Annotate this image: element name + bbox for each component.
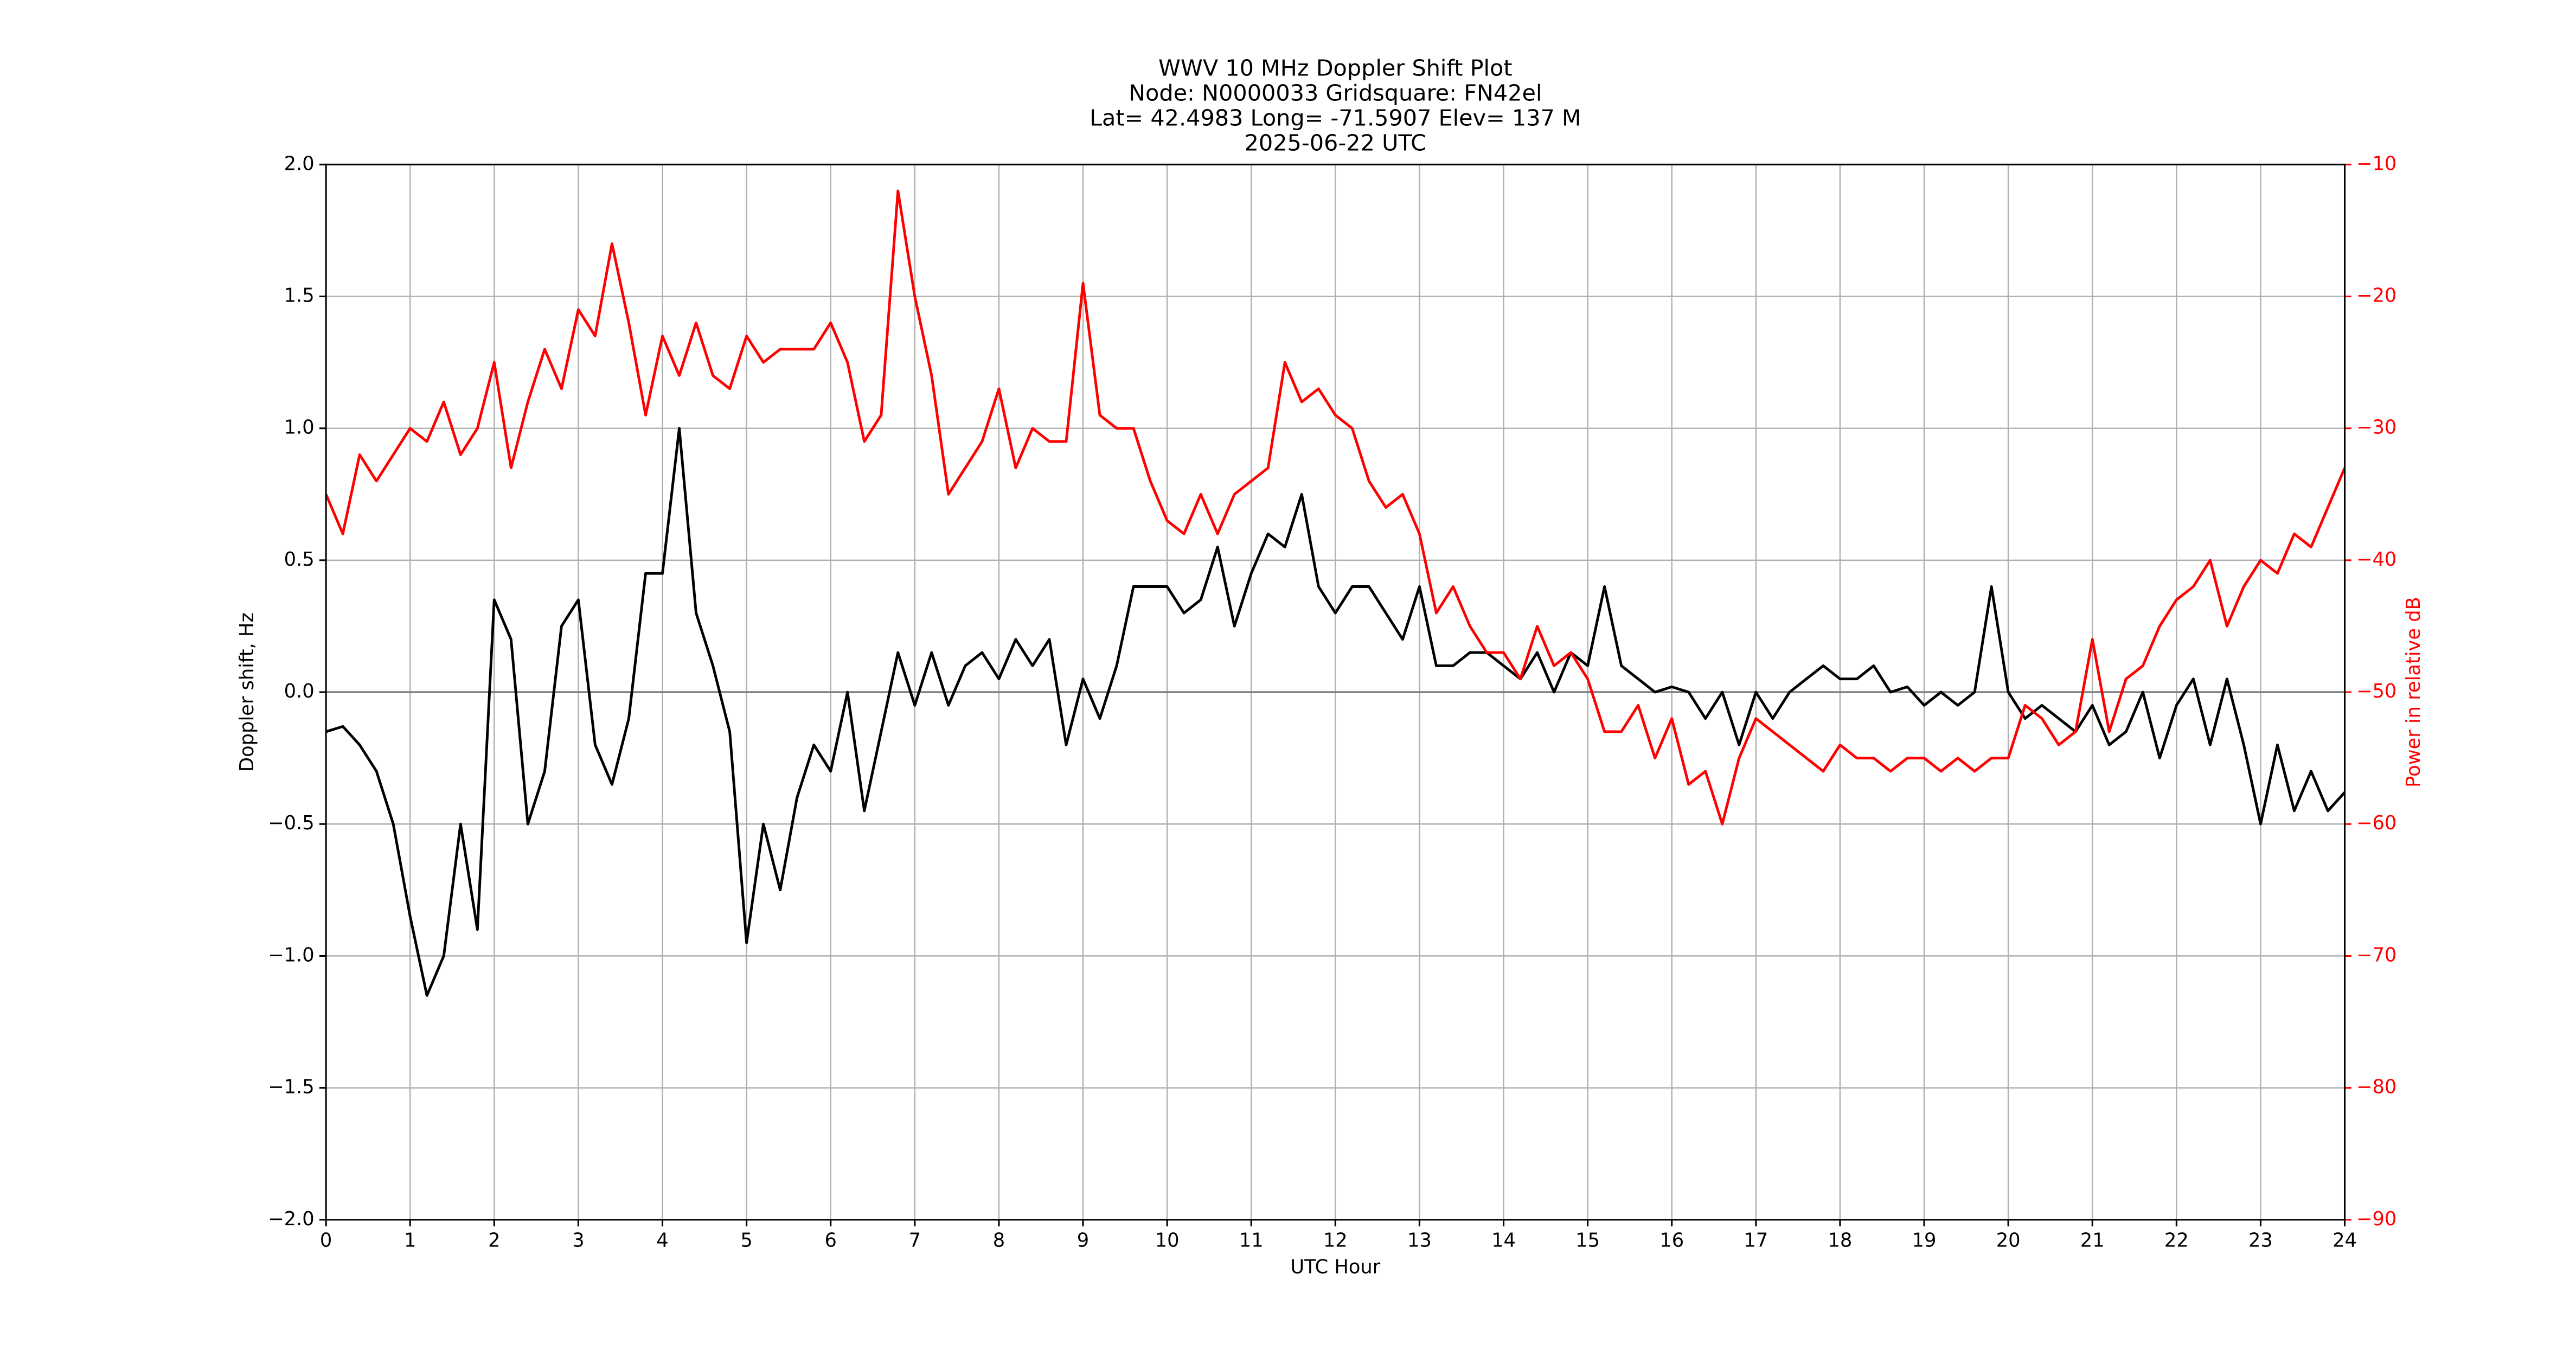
x-tick-label: 7 — [909, 1230, 921, 1252]
x-tick-label: 3 — [572, 1230, 584, 1252]
x-tick-label: 2 — [488, 1230, 500, 1252]
x-tick-label: 19 — [1912, 1230, 1937, 1252]
y-tick-label: 2.0 — [284, 152, 315, 175]
x-tick-label: 16 — [1659, 1230, 1684, 1252]
y-tick-label: 0.0 — [284, 680, 315, 702]
y2-tick-label: −10 — [2356, 152, 2396, 175]
x-tick-label: 13 — [1407, 1230, 1432, 1252]
y2-axis-label: Power in relative dB — [2402, 597, 2425, 788]
x-axis-label: UTC Hour — [1290, 1256, 1380, 1278]
y2-tick-label: −30 — [2356, 417, 2396, 439]
chart-title: WWV 10 MHz Doppler Shift Plot — [1158, 55, 1513, 81]
y-tick-label: −1.5 — [268, 1076, 315, 1098]
x-tick-label: 6 — [824, 1230, 836, 1252]
x-tick-label: 20 — [1996, 1230, 2021, 1252]
chart-title: Node: N0000033 Gridsquare: FN42el — [1129, 80, 1542, 106]
x-tick-label: 5 — [740, 1230, 752, 1252]
y-tick-label: −1.0 — [268, 944, 315, 966]
x-tick-label: 0 — [320, 1230, 332, 1252]
y-tick-label: 0.5 — [284, 548, 315, 571]
x-tick-label: 10 — [1155, 1230, 1180, 1252]
y2-tick-label: −80 — [2356, 1076, 2396, 1098]
x-tick-label: 22 — [2164, 1230, 2189, 1252]
x-tick-label: 23 — [2248, 1230, 2273, 1252]
y2-tick-label: −90 — [2356, 1208, 2396, 1230]
x-tick-label: 12 — [1323, 1230, 1348, 1252]
y2-tick-label: −70 — [2356, 944, 2396, 966]
y-tick-label: 1.0 — [284, 417, 315, 439]
series-line — [324, 189, 2346, 826]
x-tick-label: 8 — [993, 1230, 1005, 1252]
y-tick-label: −2.0 — [268, 1208, 315, 1230]
series-line — [325, 427, 2346, 997]
x-tick-label: 11 — [1239, 1230, 1264, 1252]
x-tick-label: 9 — [1077, 1230, 1089, 1252]
chart-title: Lat= 42.4983 Long= -71.5907 Elev= 137 M — [1090, 105, 1581, 131]
y2-tick-label: −40 — [2356, 548, 2396, 571]
y-axis-label: Doppler shift, Hz — [236, 612, 258, 772]
x-tick-label: 4 — [656, 1230, 668, 1252]
x-tick-label: 15 — [1575, 1230, 1600, 1252]
x-tick-label: 14 — [1491, 1230, 1516, 1252]
y-tick-label: −0.5 — [268, 812, 315, 834]
x-tick-label: 24 — [2333, 1230, 2357, 1252]
chart-title: 2025-06-22 UTC — [1245, 130, 1427, 156]
x-tick-label: 21 — [2080, 1230, 2105, 1252]
y-tick-label: 1.5 — [284, 284, 315, 306]
y2-tick-label: −50 — [2356, 680, 2396, 702]
y2-tick-label: −20 — [2356, 284, 2396, 306]
y2-tick-label: −60 — [2356, 812, 2396, 834]
x-tick-label: 17 — [1744, 1230, 1768, 1252]
x-tick-label: 18 — [1828, 1230, 1853, 1252]
x-tick-label: 1 — [404, 1230, 416, 1252]
